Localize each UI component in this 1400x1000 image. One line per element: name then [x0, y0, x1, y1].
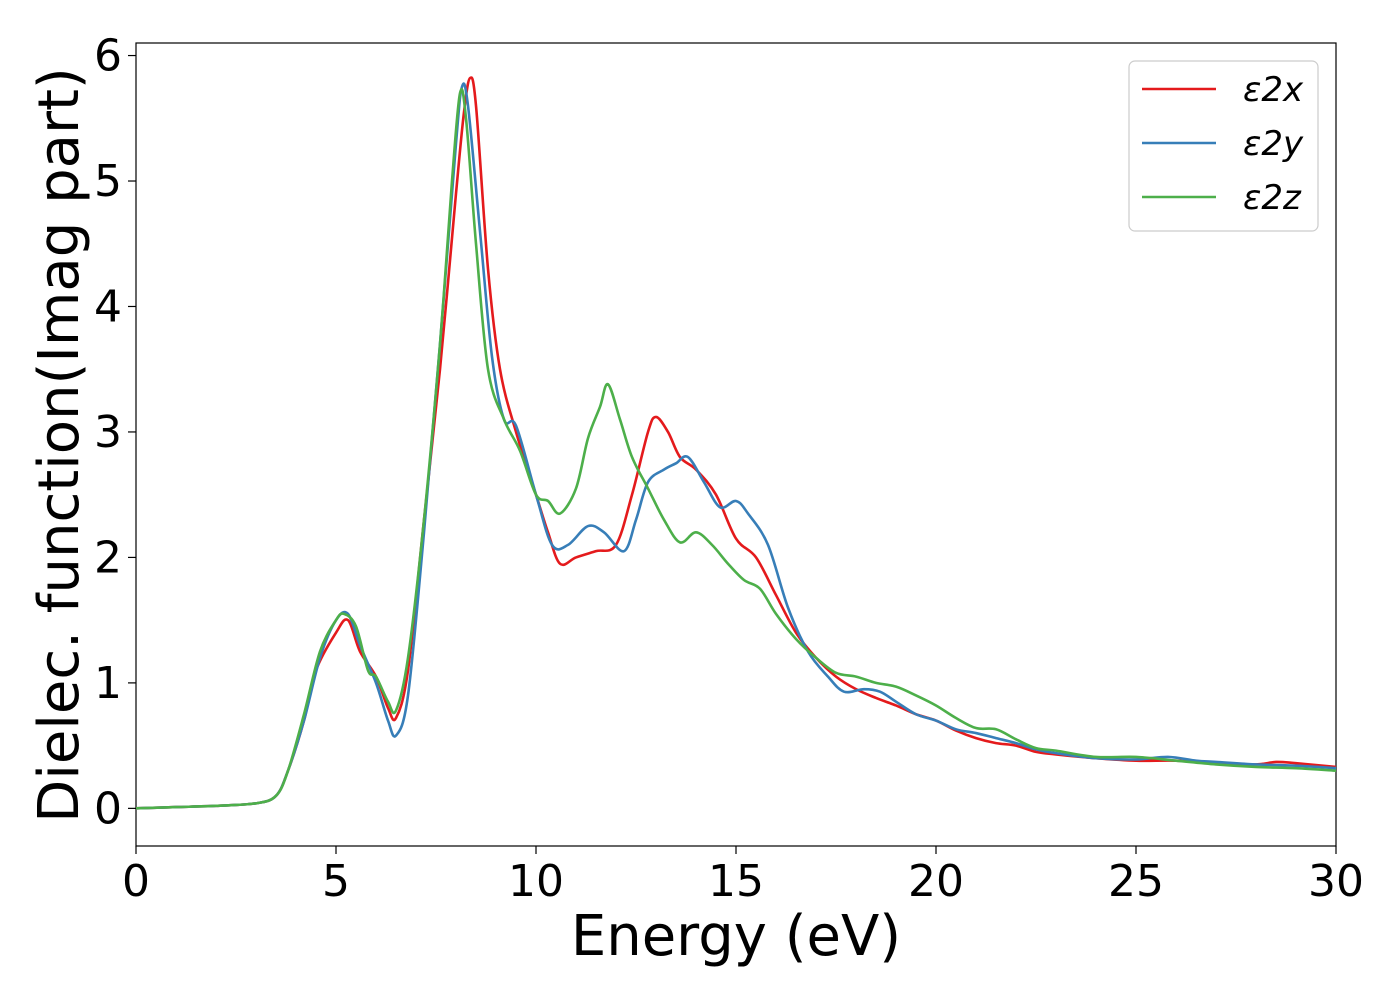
y-tick-label: 3	[94, 407, 122, 458]
x-tick-label: 0	[122, 856, 150, 907]
x-axis: 0 5 10 15 20 25 30	[122, 846, 1364, 907]
series-layer	[136, 76, 1336, 810]
y-axis-label: Dielec. function(Imag part)	[27, 67, 92, 823]
y-tick-label: 1	[94, 658, 122, 709]
y-tick-label: 5	[94, 156, 122, 207]
x-tick-label: 30	[1308, 856, 1364, 907]
y-axis: 0 1 2 3 4 5 6	[94, 31, 136, 834]
x-axis-label: Energy (eV)	[571, 904, 901, 969]
x-tick-label: 20	[908, 856, 964, 907]
x-tick-label: 10	[508, 856, 564, 907]
legend-label-2: ε2y	[1243, 124, 1304, 164]
y-tick-label: 6	[94, 31, 122, 82]
y-tick-label: 0	[94, 783, 122, 834]
legend-label-1: ε2x	[1243, 70, 1304, 110]
legend-box	[1128, 60, 1319, 232]
y-tick-label: 2	[94, 532, 122, 583]
legend: ε2x ε2y ε2z	[1128, 60, 1319, 232]
series-line-3	[136, 87, 1336, 810]
y-tick-label: 4	[94, 281, 122, 332]
x-tick-label: 25	[1108, 856, 1164, 907]
legend-label-3: ε2z	[1243, 178, 1302, 218]
x-tick-label: 5	[322, 856, 350, 907]
x-tick-label: 15	[708, 856, 764, 907]
